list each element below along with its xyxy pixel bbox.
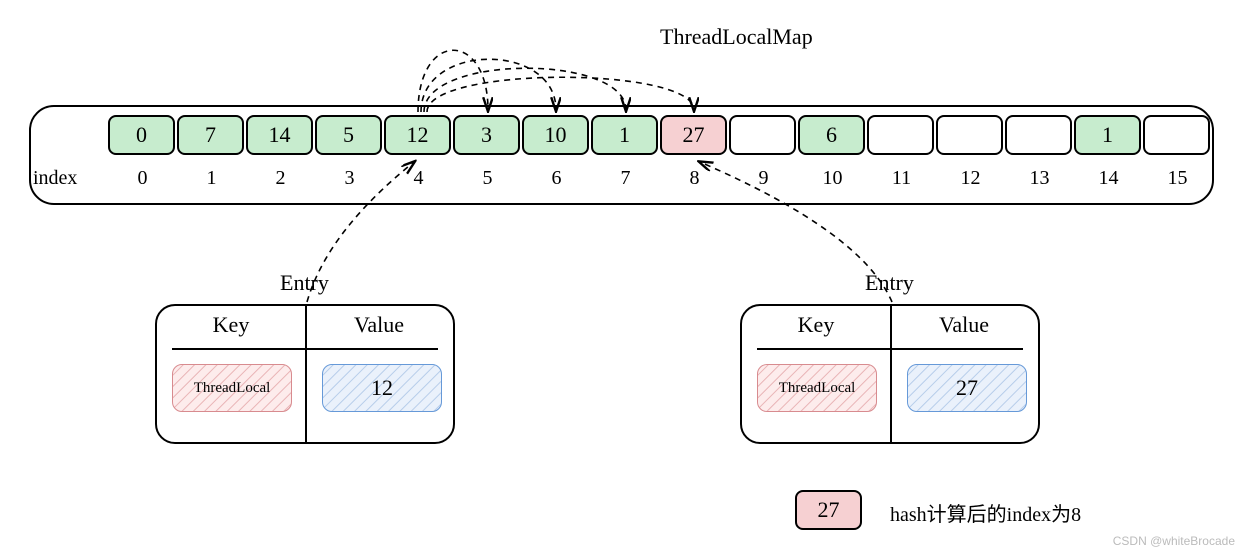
array-cell: 0: [108, 115, 175, 155]
entry-box: KeyValue ThreadLocal 27: [740, 304, 1040, 444]
watermark: CSDN @whiteBrocade: [1113, 534, 1235, 548]
entry-value-cell: 12: [322, 364, 442, 412]
array-cell: [1005, 115, 1072, 155]
array-index: 2: [246, 167, 315, 190]
entry-label: Entry: [865, 270, 914, 296]
entry-key-cell: ThreadLocal: [172, 364, 292, 412]
array-index: 12: [936, 167, 1005, 190]
array-cell: 5: [315, 115, 382, 155]
entry-key-cell: ThreadLocal: [757, 364, 877, 412]
entry-key-header: Key: [157, 306, 305, 338]
entry-key-header: Key: [742, 306, 890, 338]
array-index: 13: [1005, 167, 1074, 190]
entry-value-header: Value: [890, 306, 1038, 338]
array-index: 0: [108, 167, 177, 190]
array-index: 4: [384, 167, 453, 190]
array-index: 7: [591, 167, 660, 190]
array-index: 10: [798, 167, 867, 190]
entry-label: Entry: [280, 270, 329, 296]
array-cell: [1143, 115, 1210, 155]
entry-value-header: Value: [305, 306, 453, 338]
diagram-title: ThreadLocalMap: [660, 24, 813, 50]
array-cells: 071451231012761: [108, 115, 1210, 155]
array-indices: 0123456789101112131415: [108, 167, 1212, 190]
entry-value-cell: 27: [907, 364, 1027, 412]
array-cell: [936, 115, 1003, 155]
array-index: 14: [1074, 167, 1143, 190]
array-cell: 27: [660, 115, 727, 155]
array-index: 11: [867, 167, 936, 190]
array-cell: 10: [522, 115, 589, 155]
array-index: 3: [315, 167, 384, 190]
array-cell: 12: [384, 115, 451, 155]
legend-cell: 27: [795, 490, 862, 530]
arrows-layer: [0, 0, 1243, 552]
array-cell: 14: [246, 115, 313, 155]
entry-box: KeyValue ThreadLocal 12: [155, 304, 455, 444]
array-cell: 1: [1074, 115, 1141, 155]
array-index: 6: [522, 167, 591, 190]
array-index: 8: [660, 167, 729, 190]
array-index: 15: [1143, 167, 1212, 190]
array-index: 5: [453, 167, 522, 190]
array-cell: 3: [453, 115, 520, 155]
legend-text: hash计算后的index为8: [890, 498, 1081, 527]
array-cell: 1: [591, 115, 658, 155]
array-index: 1: [177, 167, 246, 190]
array-cell: 6: [798, 115, 865, 155]
array-index: 9: [729, 167, 798, 190]
array-cell: [729, 115, 796, 155]
array-cell: 7: [177, 115, 244, 155]
legend-cell-value: 27: [818, 497, 840, 523]
array-cell: [867, 115, 934, 155]
